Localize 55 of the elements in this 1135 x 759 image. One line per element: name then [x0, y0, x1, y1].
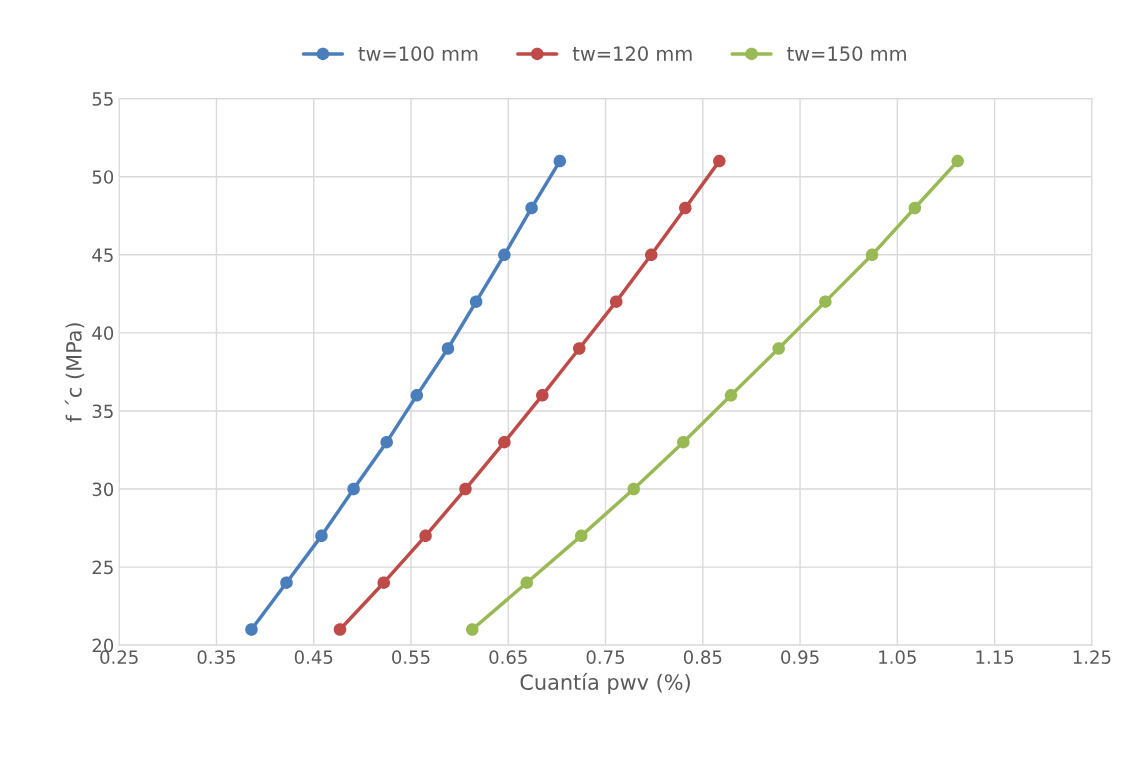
y-tick-label: 50	[92, 170, 114, 184]
x-tick-label: 0.55	[392, 650, 430, 664]
point	[677, 435, 690, 449]
point	[333, 623, 347, 636]
point	[520, 576, 533, 589]
x-tick-label: 1.15	[976, 650, 1014, 664]
x-tick-label: 0.45	[294, 650, 333, 664]
point	[865, 248, 879, 262]
point	[315, 529, 328, 543]
point	[679, 201, 692, 215]
y-tick-label: 30	[92, 482, 114, 497]
point	[466, 623, 479, 636]
legend-label: tw=100 mm	[358, 46, 478, 62]
point	[469, 295, 483, 308]
legend-label: tw=120 mm	[572, 46, 692, 62]
y-tick-label: 25	[92, 560, 113, 575]
x-tick-label: 0.65	[489, 650, 527, 664]
y-axis-title: f ´c (MPa)	[64, 323, 85, 422]
y-tick-label: 45	[92, 248, 113, 262]
x-tick-label: 0.85	[683, 650, 722, 664]
point	[498, 248, 511, 262]
point	[347, 482, 360, 496]
point	[553, 154, 567, 168]
x-tick-label: 1.25	[1073, 650, 1111, 664]
y-tick-label: 35	[92, 404, 113, 419]
point	[772, 342, 785, 355]
x-tick-label: 0.95	[781, 650, 819, 664]
point	[713, 154, 726, 168]
y-tick-label: 55	[92, 92, 113, 106]
point	[280, 576, 293, 589]
point	[644, 248, 658, 262]
point	[410, 389, 424, 402]
x-tick-label: 0.75	[586, 650, 625, 664]
point	[573, 342, 586, 355]
point	[441, 342, 455, 355]
point	[536, 389, 549, 402]
point	[377, 576, 390, 589]
legend-label: tw=150 mm	[787, 46, 906, 62]
point	[609, 295, 623, 308]
point	[574, 529, 588, 543]
point	[908, 201, 922, 215]
point	[951, 154, 964, 168]
point	[380, 435, 393, 449]
point	[627, 482, 640, 496]
x-axis-title: Cuantía pwv (%)	[520, 673, 690, 695]
point	[245, 623, 258, 636]
x-tick-label: 0.35	[197, 650, 235, 664]
point	[525, 201, 538, 215]
point	[419, 529, 432, 543]
point	[459, 482, 472, 496]
point	[724, 389, 738, 402]
y-tick-label: 40	[92, 326, 114, 340]
point	[819, 295, 832, 308]
x-tick-label: 1.05	[879, 650, 916, 664]
point	[498, 435, 511, 449]
